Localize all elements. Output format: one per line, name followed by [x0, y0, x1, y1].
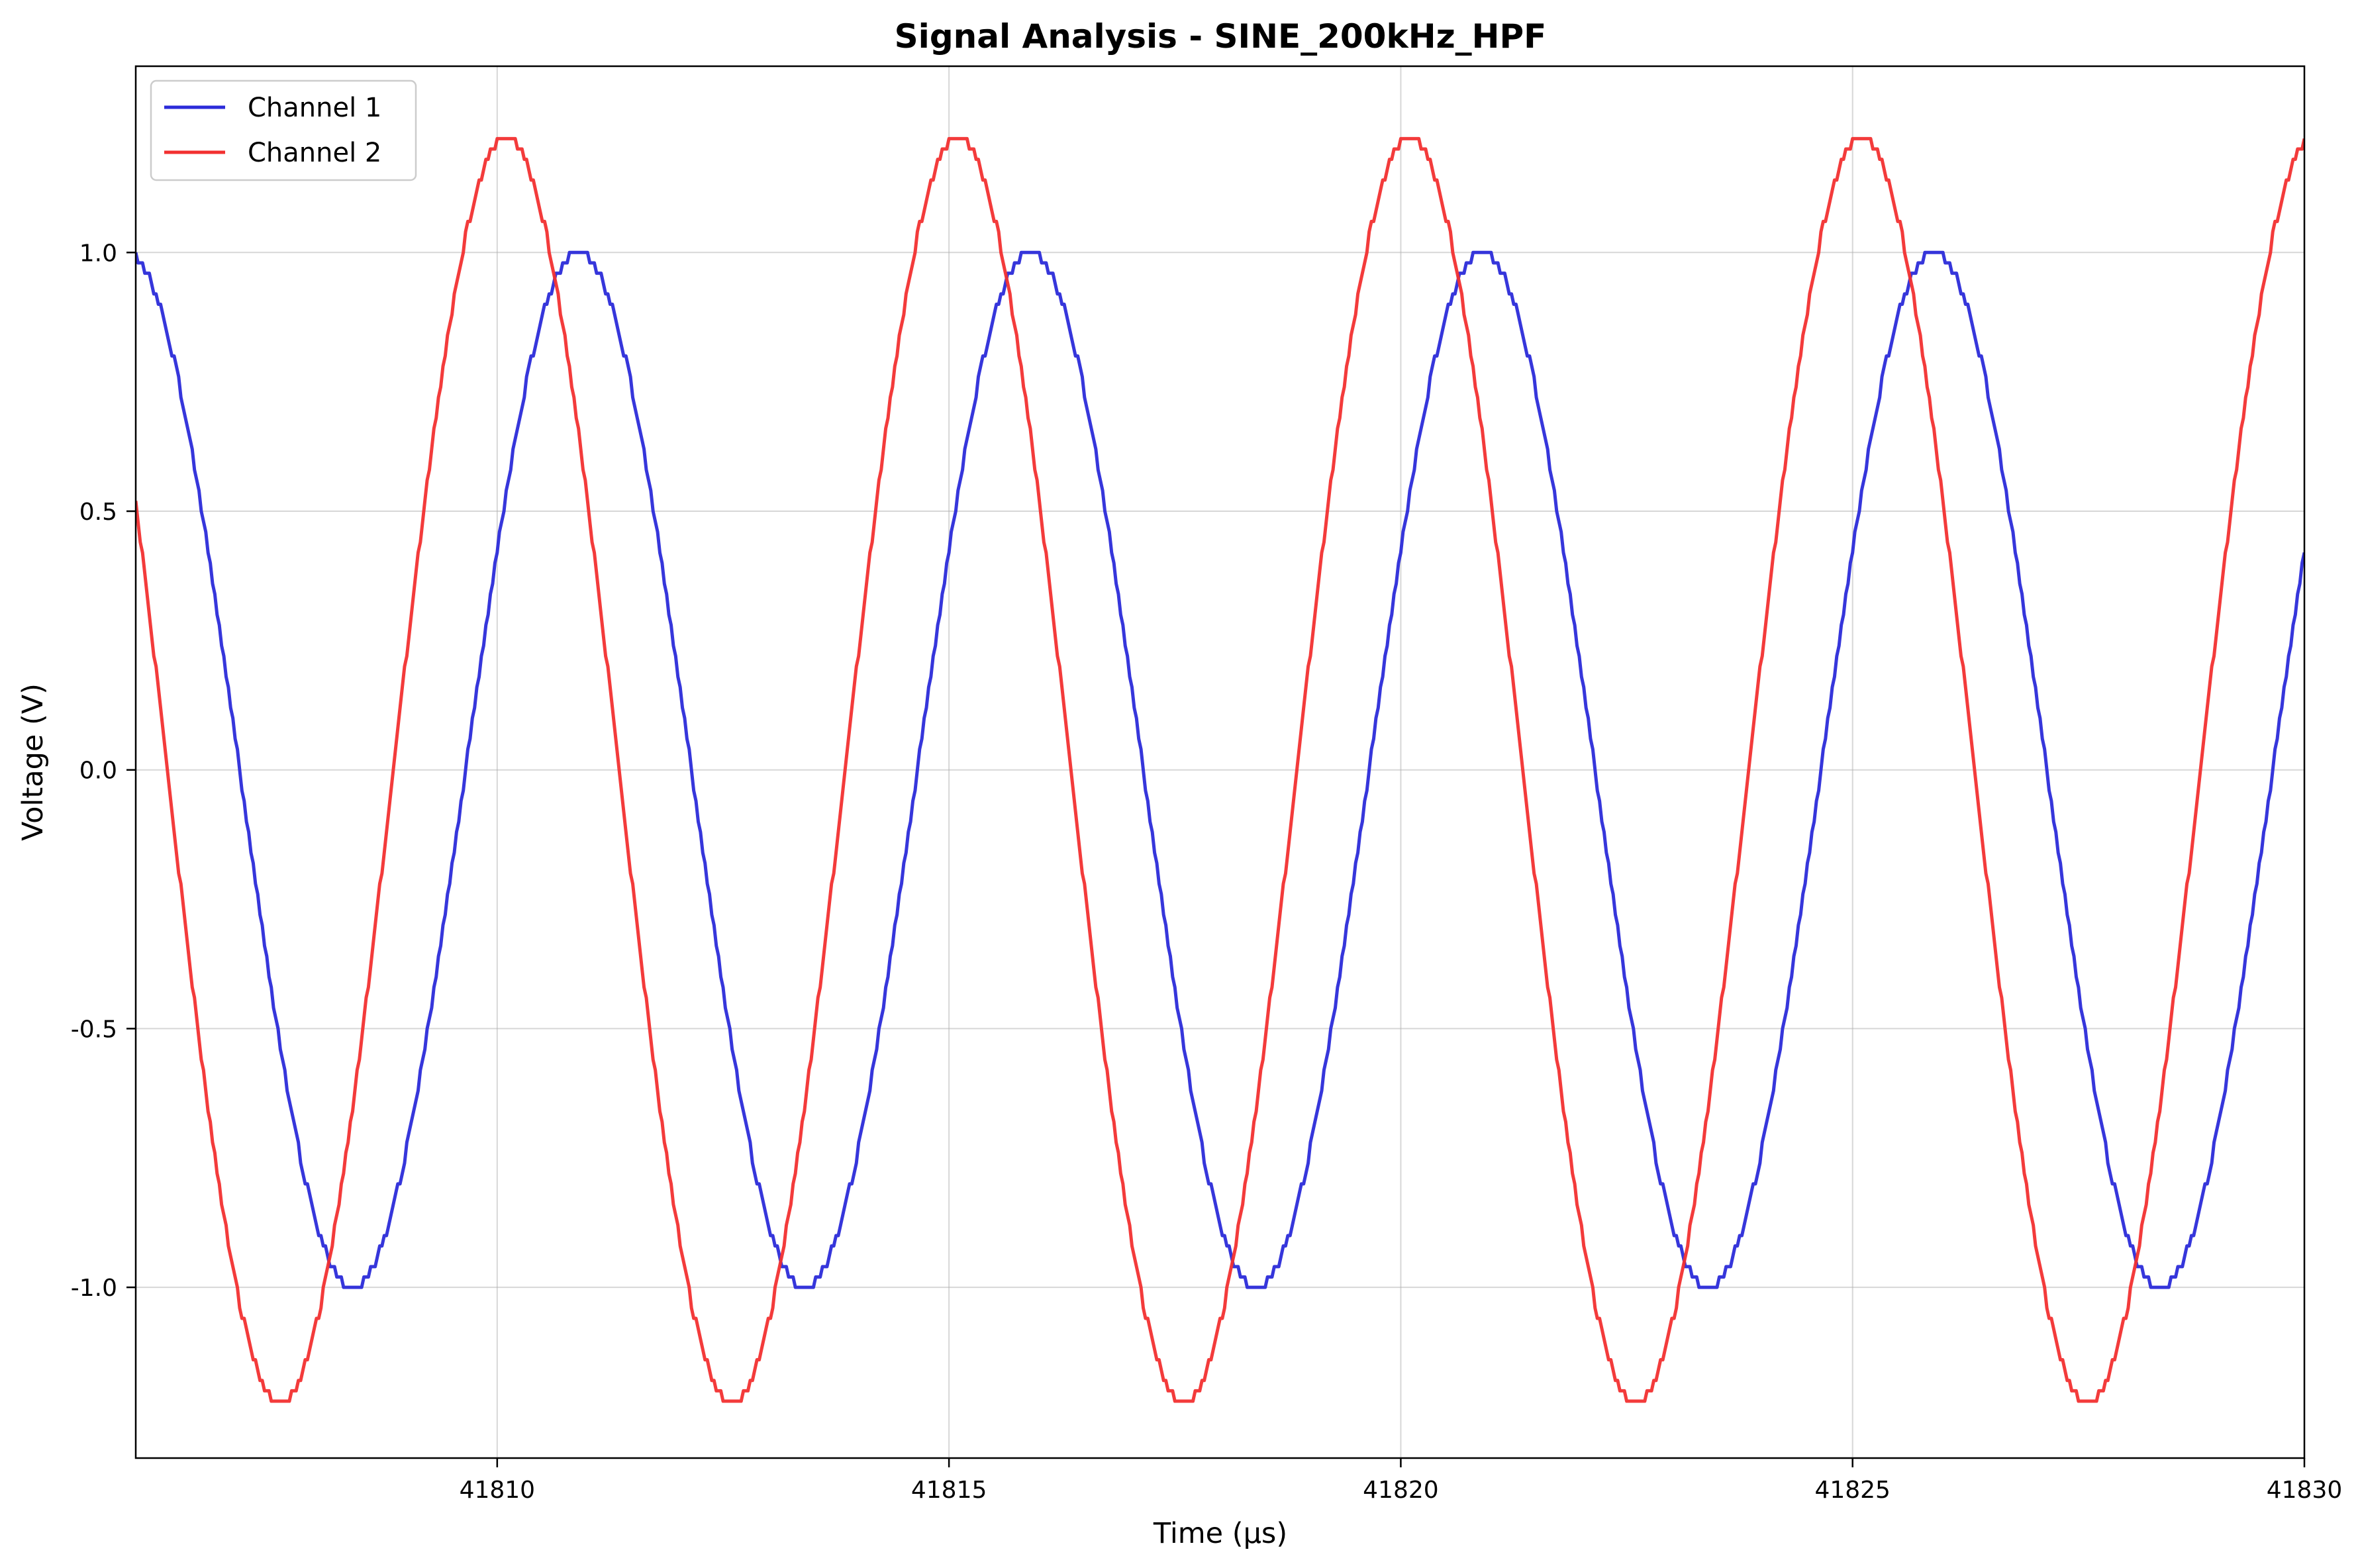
legend: Channel 1 Channel 2 — [150, 79, 417, 181]
y-tick-label: -1.0 — [71, 1275, 117, 1302]
chart-title: Signal Analysis - SINE_200kHz_HPF — [895, 17, 1547, 56]
y-tick-label: 1.0 — [79, 240, 117, 267]
x-axis-ticks: 41810 41815 41820 41825 41830 — [460, 1458, 2343, 1504]
x-tick-label: 41815 — [911, 1477, 987, 1504]
series-line-channel-2 — [136, 136, 2304, 1403]
y-tick-label: 0.0 — [79, 758, 117, 785]
y-axis-ticks: 1.0 0.5 0.0 -0.5 -1.0 — [71, 240, 136, 1302]
y-tick-label: 0.5 — [79, 499, 117, 526]
plot-frame — [134, 65, 2306, 1459]
series-line-channel-1 — [136, 250, 2304, 1289]
x-axis-label: Time (µs) — [1153, 1517, 1287, 1550]
y-axis-label: Voltage (V) — [17, 683, 50, 841]
x-tick-label: 41830 — [2267, 1477, 2343, 1504]
legend-label-channel-2: Channel 2 — [248, 138, 381, 168]
x-tick-label: 41825 — [1814, 1477, 1891, 1504]
x-tick-label: 41820 — [1363, 1477, 1439, 1504]
y-tick-label: -0.5 — [71, 1016, 117, 1043]
legend-label-channel-1: Channel 1 — [248, 93, 381, 123]
series-layer — [136, 136, 2304, 1403]
x-tick-label: 41810 — [460, 1477, 536, 1504]
